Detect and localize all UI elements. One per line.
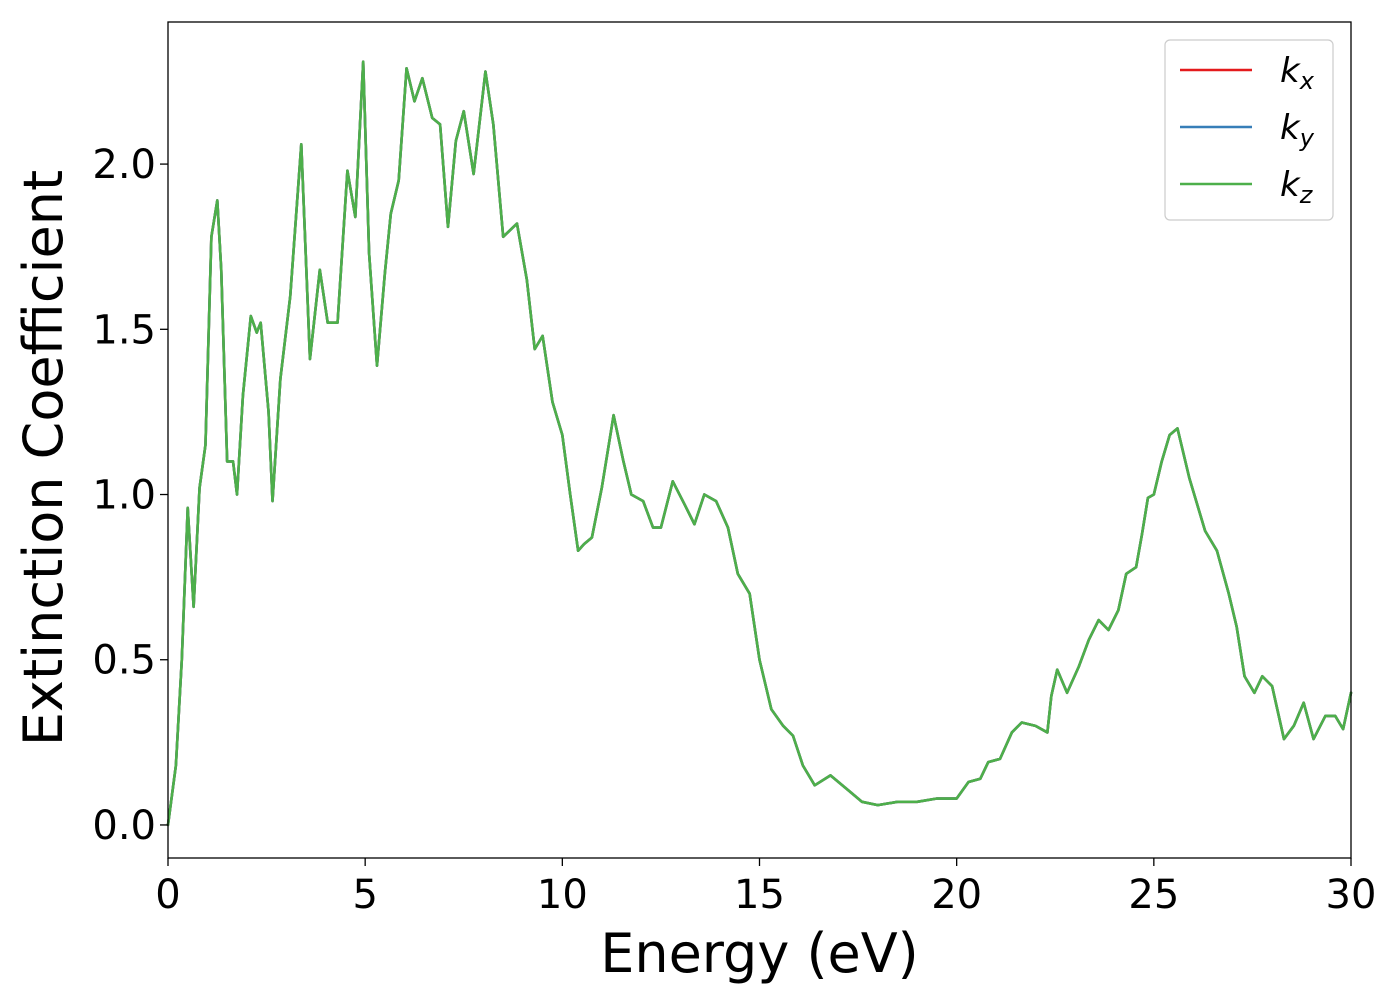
x-tick-label: 25	[1128, 872, 1179, 918]
series-line-z	[166, 60, 1353, 827]
x-tick-label: 10	[537, 872, 588, 918]
x-tick-label: 20	[931, 872, 982, 918]
x-tick-label: 15	[734, 872, 785, 918]
y-axis-title: Extinction Coefficient	[12, 170, 75, 746]
legend: kx ky kz	[1164, 39, 1334, 221]
x-tick-label: 30	[1326, 872, 1377, 918]
y-tick-label: 0.0	[92, 803, 156, 849]
x-axis-title: Energy (eV)	[600, 922, 919, 985]
x-tick-label: 5	[352, 872, 377, 918]
y-axis-ticks: 0.0 0.5 1.0 1.5 2.0	[92, 142, 168, 849]
legend-box	[1164, 39, 1334, 221]
legend-label-y: ky	[1280, 108, 1315, 152]
legend-label-z: kz	[1280, 165, 1314, 209]
x-tick-label: 0	[155, 872, 180, 918]
y-tick-label: 1.0	[92, 473, 156, 519]
y-tick-label: 0.5	[92, 638, 156, 684]
y-tick-label: 1.5	[92, 307, 156, 353]
legend-label-x: kx	[1280, 51, 1315, 95]
y-tick-label: 2.0	[92, 142, 156, 188]
series-layer	[166, 60, 1353, 827]
x-axis-ticks: 0 5 10 15 20 25 30	[155, 858, 1376, 918]
